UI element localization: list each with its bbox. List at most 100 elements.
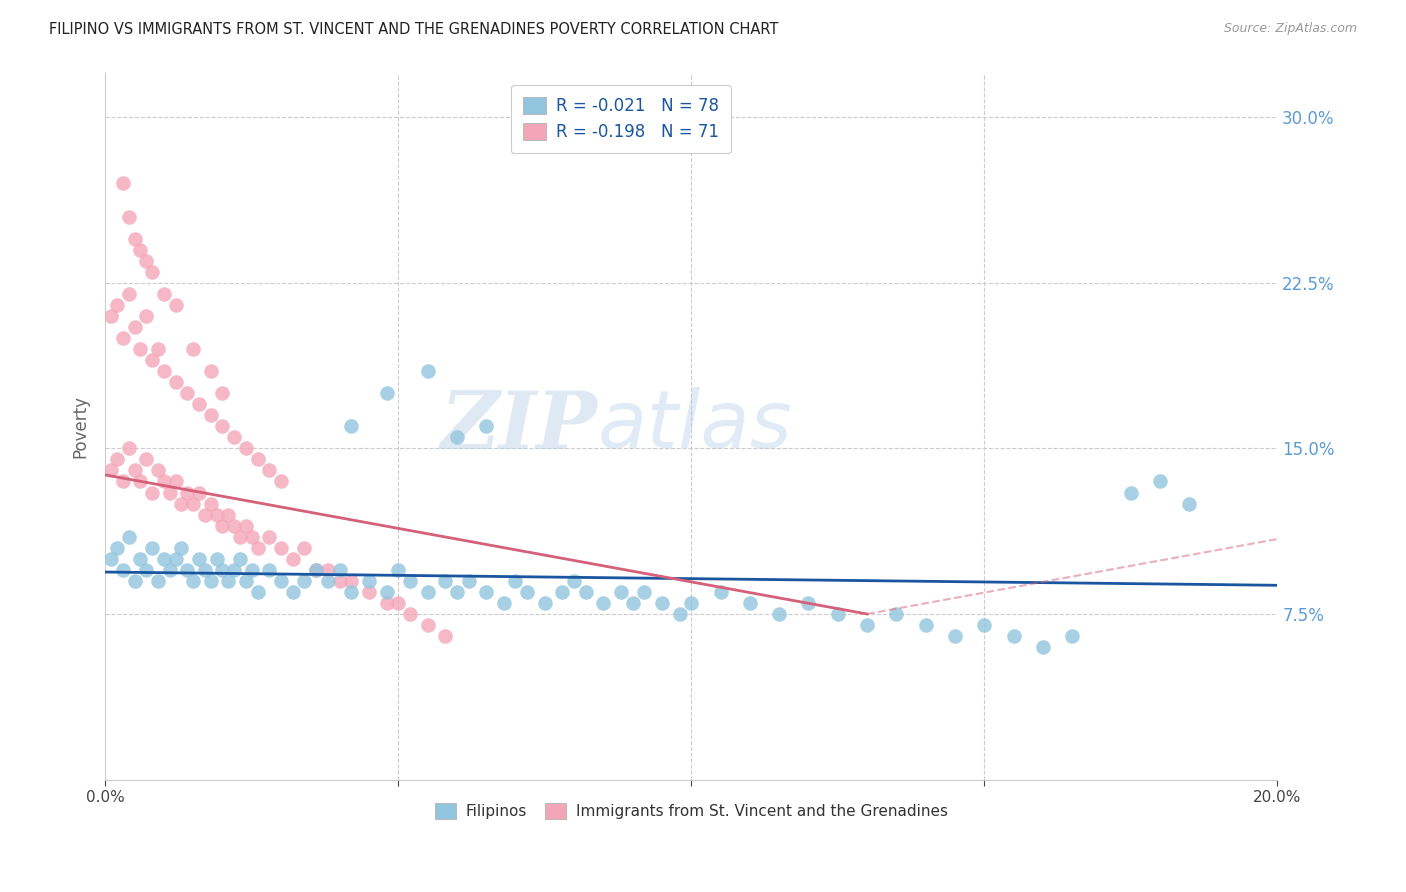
Point: [165, 551, 187, 566]
Point: [240, 563, 263, 577]
Point: [375, 386, 398, 401]
Point: [235, 518, 257, 533]
Point: [281, 551, 304, 566]
Point: [105, 541, 128, 555]
Point: [200, 409, 222, 423]
Point: [124, 463, 146, 477]
Point: [129, 551, 152, 566]
Point: [738, 596, 761, 610]
Point: [516, 585, 538, 599]
Point: [194, 563, 217, 577]
Y-axis label: Poverty: Poverty: [72, 395, 89, 458]
Point: [165, 375, 187, 389]
Point: [416, 364, 439, 378]
Point: [387, 596, 409, 610]
Point: [205, 508, 228, 522]
Point: [176, 485, 198, 500]
Point: [176, 563, 198, 577]
Point: [575, 585, 598, 599]
Point: [141, 485, 163, 500]
Text: FILIPINO VS IMMIGRANTS FROM ST. VINCENT AND THE GRENADINES POVERTY CORRELATION C: FILIPINO VS IMMIGRANTS FROM ST. VINCENT …: [49, 22, 779, 37]
Point: [200, 574, 222, 588]
Point: [135, 563, 157, 577]
Point: [235, 442, 257, 456]
Point: [111, 177, 134, 191]
Point: [375, 596, 398, 610]
Text: ZIP: ZIP: [440, 387, 598, 465]
Point: [165, 298, 187, 312]
Point: [329, 574, 352, 588]
Point: [357, 574, 380, 588]
Point: [200, 364, 222, 378]
Point: [446, 585, 468, 599]
Point: [153, 286, 176, 301]
Point: [111, 563, 134, 577]
Point: [111, 475, 134, 489]
Point: [856, 618, 879, 632]
Point: [768, 607, 790, 621]
Point: [124, 320, 146, 334]
Point: [329, 563, 352, 577]
Point: [118, 530, 141, 544]
Point: [111, 331, 134, 345]
Point: [153, 364, 176, 378]
Point: [129, 243, 152, 257]
Point: [621, 596, 644, 610]
Point: [246, 452, 269, 467]
Point: [159, 563, 181, 577]
Point: [153, 551, 176, 566]
Point: [141, 541, 163, 555]
Point: [211, 518, 233, 533]
Legend: Filipinos, Immigrants from St. Vincent and the Grenadines: Filipinos, Immigrants from St. Vincent a…: [429, 797, 953, 825]
Point: [124, 574, 146, 588]
Point: [105, 452, 128, 467]
Point: [797, 596, 820, 610]
Point: [188, 551, 211, 566]
Point: [340, 585, 363, 599]
Point: [1002, 629, 1025, 643]
Point: [135, 253, 157, 268]
Point: [118, 286, 141, 301]
Point: [270, 475, 292, 489]
Point: [129, 342, 152, 356]
Point: [188, 397, 211, 411]
Point: [475, 585, 498, 599]
Point: [211, 386, 233, 401]
Point: [217, 574, 239, 588]
Point: [259, 530, 281, 544]
Point: [211, 563, 233, 577]
Point: [668, 607, 690, 621]
Point: [224, 563, 246, 577]
Point: [259, 563, 281, 577]
Point: [194, 508, 217, 522]
Point: [505, 574, 527, 588]
Point: [610, 585, 633, 599]
Point: [124, 231, 146, 245]
Point: [100, 463, 122, 477]
Point: [135, 309, 157, 323]
Point: [211, 419, 233, 434]
Point: [270, 574, 292, 588]
Point: [633, 585, 655, 599]
Point: [188, 485, 211, 500]
Point: [100, 551, 122, 566]
Point: [562, 574, 585, 588]
Point: [224, 430, 246, 444]
Point: [1178, 497, 1201, 511]
Point: [229, 551, 252, 566]
Point: [135, 452, 157, 467]
Point: [434, 574, 457, 588]
Point: [118, 442, 141, 456]
Point: [457, 574, 479, 588]
Point: [592, 596, 614, 610]
Point: [217, 508, 239, 522]
Point: [651, 596, 673, 610]
Point: [165, 475, 187, 489]
Point: [316, 574, 339, 588]
Point: [181, 574, 204, 588]
Point: [118, 210, 141, 224]
Point: [914, 618, 936, 632]
Point: [141, 265, 163, 279]
Point: [146, 574, 169, 588]
Point: [100, 309, 122, 323]
